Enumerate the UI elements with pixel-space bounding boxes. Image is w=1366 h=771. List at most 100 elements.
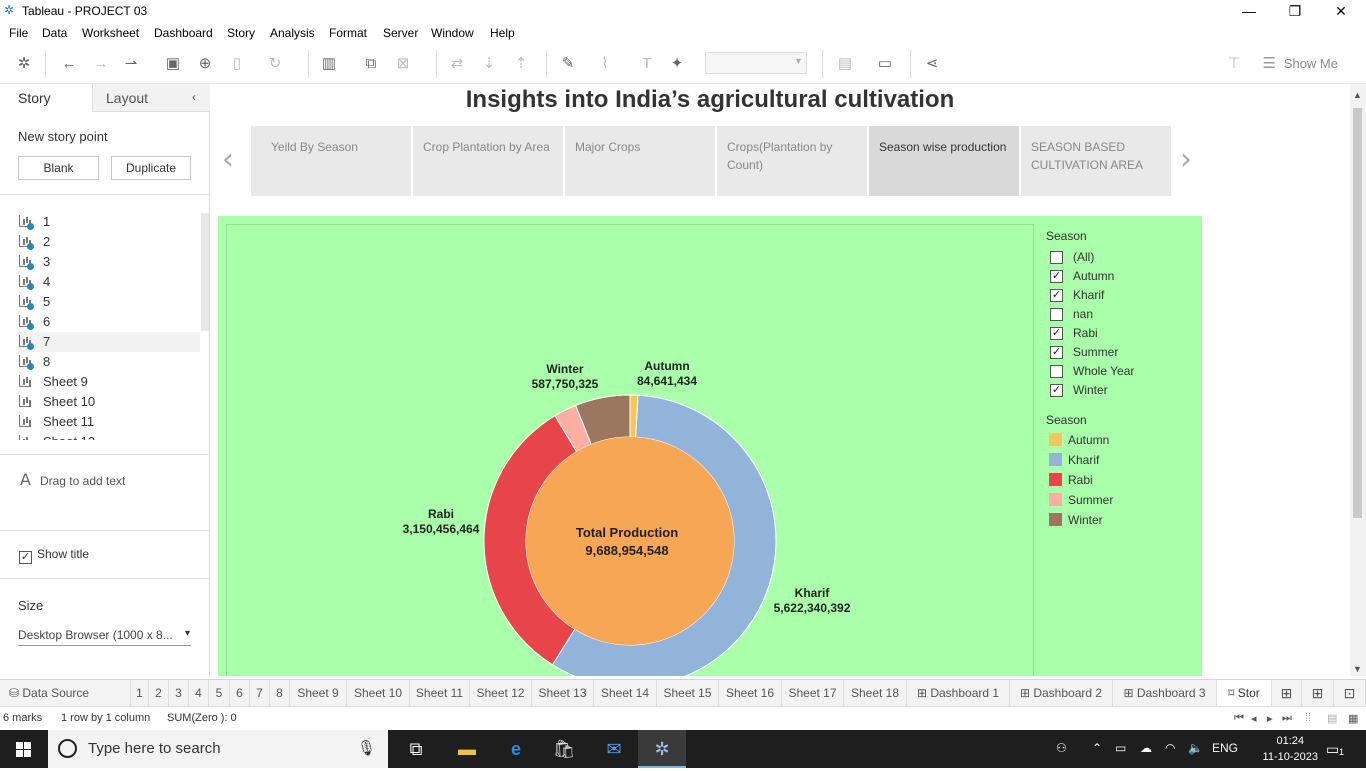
- tableau-home-icon[interactable]: ✲: [17, 55, 31, 72]
- tab-sheet-18[interactable]: Sheet 18: [844, 680, 907, 706]
- edge-browser-icon[interactable]: e: [510, 739, 521, 759]
- filter-item-autumn[interactable]: ✓ Autumn: [1050, 269, 1115, 283]
- filter-item-summer[interactable]: ✓ Summer: [1050, 345, 1119, 359]
- clock[interactable]: 01:24 11-10-2023: [1262, 735, 1318, 763]
- tab-sheet-11[interactable]: Sheet 11: [410, 680, 470, 706]
- menu-server[interactable]: Server: [383, 26, 419, 40]
- tab-sheet-13[interactable]: Sheet 13: [532, 680, 594, 706]
- menu-format[interactable]: Format: [329, 26, 368, 40]
- sheet-item-11[interactable]: Sheet 11: [18, 412, 200, 432]
- legend-item-rabi[interactable]: Rabi: [1046, 470, 1196, 490]
- story-point-5[interactable]: Season wise production: [869, 126, 1019, 196]
- highlight-icon[interactable]: ✎: [561, 55, 575, 72]
- tab-sheet-10[interactable]: Sheet 10: [347, 680, 410, 706]
- tab-sheet-17[interactable]: Sheet 17: [782, 680, 844, 706]
- show-title-checkbox[interactable]: ✓ Show title: [19, 547, 90, 564]
- volume-icon[interactable]: 🔈: [1188, 741, 1203, 755]
- tab-story-active[interactable]: ⌑ Stor: [1217, 680, 1272, 706]
- sheet-item-10[interactable]: Sheet 10: [18, 392, 200, 412]
- tab-2[interactable]: 2: [149, 680, 169, 706]
- scroll-down-icon[interactable]: ▼: [1353, 664, 1362, 674]
- duplicate-button[interactable]: Duplicate: [111, 156, 191, 180]
- sort-desc-icon[interactable]: ⇡: [514, 55, 528, 72]
- share-icon[interactable]: ⋖: [925, 55, 939, 72]
- show-me-icon[interactable]: ☰: [1262, 55, 1276, 72]
- menu-file[interactable]: File: [9, 26, 29, 40]
- legend-item-autumn[interactable]: Autumn: [1046, 430, 1196, 450]
- task-view-icon[interactable]: ⧉: [409, 739, 423, 759]
- donut-center[interactable]: [526, 437, 734, 645]
- collapse-pane-icon[interactable]: ‹: [192, 90, 196, 104]
- taskbar-search-input[interactable]: Type here to search 🎙: [48, 730, 388, 768]
- tray-chevron-icon[interactable]: ⌃: [1092, 741, 1103, 755]
- group-icon[interactable]: ⌇: [601, 55, 609, 72]
- menu-worksheet[interactable]: Worksheet: [82, 26, 140, 40]
- chevron-right-icon[interactable]: ›: [1180, 142, 1192, 177]
- windows-start-icon[interactable]: [0, 730, 48, 768]
- show-me-button[interactable]: Show Me: [1283, 56, 1338, 71]
- sheet-item-6[interactable]: 6: [18, 312, 200, 332]
- last-sheet-icon[interactable]: ⏭: [1282, 712, 1292, 724]
- menu-dashboard[interactable]: Dashboard: [154, 26, 213, 40]
- mail-icon[interactable]: ✉: [606, 739, 622, 759]
- menu-story[interactable]: Story: [227, 26, 256, 40]
- tab-dashboard-1[interactable]: ⊞ Dashboard 1: [907, 680, 1010, 706]
- close-icon[interactable]: ✕: [1335, 3, 1347, 19]
- tab-layout[interactable]: Layout: [92, 84, 210, 112]
- microphone-icon[interactable]: 🎙: [356, 740, 376, 757]
- new-worksheet-icon[interactable]: ▥: [321, 55, 337, 72]
- undo-icon[interactable]: ←: [61, 55, 77, 72]
- tab-4[interactable]: 4: [189, 680, 209, 706]
- scroll-up-icon[interactable]: ▲: [1353, 90, 1362, 100]
- filter-item-all[interactable]: (All): [1046, 248, 1196, 267]
- refresh-icon[interactable]: ↻: [268, 55, 282, 72]
- filter-item-rabi[interactable]: ✓ Rabi: [1050, 326, 1098, 340]
- menu-analysis[interactable]: Analysis: [270, 26, 315, 40]
- legend-item-kharif[interactable]: Kharif: [1046, 450, 1196, 470]
- onedrive-icon[interactable]: ☁: [1140, 741, 1152, 755]
- sheet-item-3[interactable]: 3: [18, 252, 200, 272]
- label-icon[interactable]: T: [642, 55, 652, 72]
- new-story-tab-icon[interactable]: ⊡: [1334, 680, 1366, 706]
- prev-sheet-icon[interactable]: ◂: [1251, 713, 1257, 725]
- tab-sheet-12[interactable]: Sheet 12: [470, 680, 532, 706]
- story-point-2[interactable]: Crop Plantation by Area: [413, 126, 563, 196]
- pause-update-icon[interactable]: ▯: [232, 55, 242, 72]
- tab-sheet-15[interactable]: Sheet 15: [657, 680, 719, 706]
- file-explorer-icon[interactable]: ▬: [458, 739, 476, 759]
- first-sheet-icon[interactable]: ⏮: [1234, 712, 1244, 724]
- tab-3[interactable]: 3: [169, 680, 189, 706]
- tab-7[interactable]: 7: [250, 680, 270, 706]
- menu-window[interactable]: Window: [431, 26, 474, 40]
- battery-icon[interactable]: ▭: [1115, 741, 1127, 755]
- filter-item-kharif[interactable]: ✓ Kharif: [1050, 288, 1105, 302]
- tab-sheet-9[interactable]: Sheet 9: [290, 680, 347, 706]
- duplicate-sheet-icon[interactable]: ⧉: [365, 55, 377, 72]
- tab-data-source[interactable]: ⛁ Data Source: [0, 680, 131, 706]
- new-worksheet-tab-icon[interactable]: ⊞: [1272, 680, 1302, 706]
- tab-dashboard-3[interactable]: ⊞ Dashboard 3: [1113, 680, 1217, 706]
- menu-help[interactable]: Help: [490, 26, 515, 40]
- tab-5[interactable]: 5: [209, 680, 230, 706]
- tab-dashboard-2[interactable]: ⊞ Dashboard 2: [1010, 680, 1113, 706]
- tab-sheet-14[interactable]: Sheet 14: [594, 680, 657, 706]
- sheet-item-5[interactable]: 5: [18, 292, 200, 312]
- filter-item-nan[interactable]: nan: [1046, 305, 1196, 324]
- restore-icon[interactable]: ❐: [1288, 3, 1302, 19]
- format-painter-icon[interactable]: ⊤: [1227, 55, 1241, 72]
- tab-sheet-16[interactable]: Sheet 16: [719, 680, 782, 706]
- menu-data[interactable]: Data: [42, 26, 68, 40]
- sheet-item-2[interactable]: 2: [18, 232, 200, 252]
- legend-item-summer[interactable]: Summer: [1046, 490, 1196, 510]
- sheet-item-12[interactable]: Sheet 12: [18, 432, 200, 440]
- redo-icon[interactable]: →: [93, 55, 109, 72]
- story-point-3[interactable]: Major Crops: [565, 126, 715, 196]
- blank-button[interactable]: Blank: [18, 156, 99, 180]
- tab-1[interactable]: 1: [131, 680, 149, 706]
- tab-6[interactable]: 6: [230, 680, 250, 706]
- main-scrollbar[interactable]: ▲ ▼: [1350, 84, 1366, 676]
- sheet-item-1[interactable]: 1: [18, 212, 200, 232]
- language-indicator[interactable]: ENG: [1212, 741, 1239, 755]
- new-datasource-icon[interactable]: ⊕: [198, 55, 212, 72]
- story-point-1[interactable]: Yeild By Season: [261, 126, 411, 196]
